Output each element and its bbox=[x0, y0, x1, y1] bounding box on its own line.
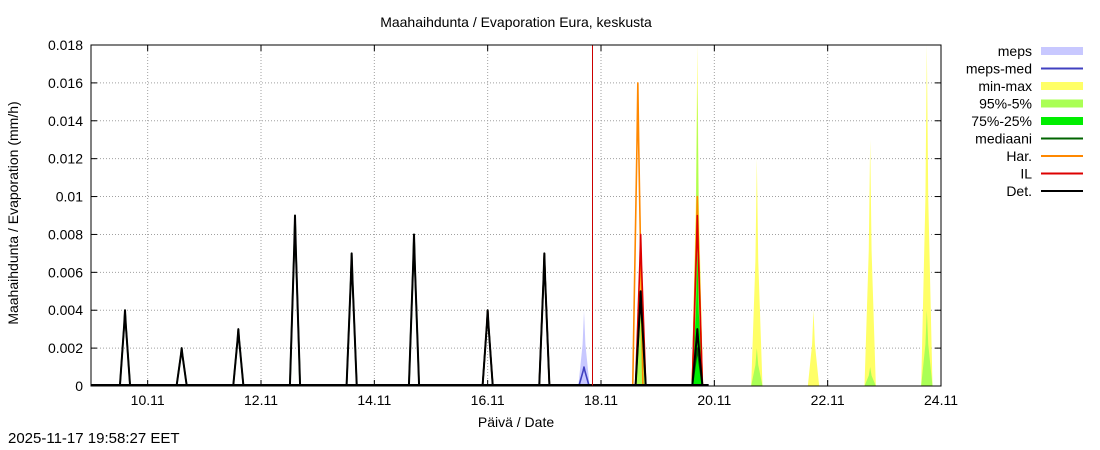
y-tick-label-8: 0.016 bbox=[48, 75, 83, 91]
legend-label-4: 75%-25% bbox=[971, 113, 1032, 129]
line-det--peak-2 bbox=[232, 328, 245, 387]
legend-label-0: meps bbox=[998, 43, 1032, 59]
legend-swatch-3 bbox=[1041, 99, 1083, 108]
timestamp: 2025-11-17 19:58:27 EET bbox=[8, 430, 180, 447]
y-tick-label-0: 0 bbox=[75, 378, 83, 394]
plot-frame bbox=[90, 44, 942, 387]
band-series bbox=[578, 45, 933, 386]
y-tick-label-2: 0.004 bbox=[48, 302, 83, 318]
line-il-peak-3 bbox=[691, 214, 704, 387]
legend-label-3: 95%-5% bbox=[979, 96, 1032, 112]
x-axis-ticks: 10.11 12.11 14.11 16.11 18.11 20.11 22.11 24.11 bbox=[131, 45, 958, 408]
x-tick-label-1: 12.11 bbox=[244, 392, 278, 408]
line-det--peak-8 bbox=[634, 290, 647, 387]
band-min-max-peak-5 bbox=[921, 45, 933, 386]
line-meps-med-peak-0 bbox=[578, 366, 590, 387]
band-meps-peak-0 bbox=[578, 310, 590, 386]
y-tick-label-7: 0.014 bbox=[48, 113, 83, 129]
line-det--peak-9 bbox=[691, 328, 704, 387]
y-tick-label-3: 0.006 bbox=[48, 264, 83, 280]
x-axis-label: Päivä / Date bbox=[478, 414, 554, 430]
x-tick-label-7: 24.11 bbox=[924, 392, 958, 408]
y-tick-label-6: 0.012 bbox=[48, 151, 83, 167]
line-det--peak-0 bbox=[118, 309, 132, 387]
line-det--peak-1 bbox=[175, 347, 188, 387]
legend-label-7: IL bbox=[1020, 166, 1032, 182]
line-il-peak-2 bbox=[634, 233, 647, 387]
band-min-max-peak-4 bbox=[864, 139, 876, 386]
x-tick-label-0: 10.11 bbox=[131, 392, 165, 408]
x-tick-label-2: 14.11 bbox=[357, 392, 391, 408]
x-tick-label-5: 20.11 bbox=[697, 392, 731, 408]
band-95-5--peak-3 bbox=[864, 367, 876, 386]
x-tick-label-4: 18.11 bbox=[584, 392, 618, 408]
y-tick-label-1: 0.002 bbox=[48, 340, 83, 356]
x-tick-label-6: 22.11 bbox=[811, 392, 845, 408]
legend-label-2: min-max bbox=[978, 78, 1032, 94]
legend-label-1: meps-med bbox=[966, 61, 1032, 77]
band-min-max-peak-3 bbox=[807, 310, 820, 386]
line-series bbox=[91, 82, 709, 387]
line-det--peak-5 bbox=[407, 233, 421, 387]
chart-title: Maahaihdunta / Evaporation Eura, keskust… bbox=[380, 14, 652, 30]
y-tick-label-4: 0.008 bbox=[48, 226, 83, 242]
band-95-5--peak-2 bbox=[751, 348, 763, 386]
legend-swatch-0 bbox=[1041, 47, 1083, 55]
band-95-5--peak-0 bbox=[635, 310, 647, 386]
y-tick-label-5: 0.01 bbox=[56, 189, 83, 205]
line-det--peak-4 bbox=[345, 252, 358, 387]
legend-label-5: mediaani bbox=[975, 131, 1032, 147]
line-det--peak-3 bbox=[288, 214, 302, 387]
y-axis-label: Maahaihdunta / Evaporation (mm/h) bbox=[5, 101, 21, 324]
legend-label-6: Har. bbox=[1006, 148, 1032, 164]
y-axis-ticks: 0 0.002 0.004 0.006 0.008 0.01 0.012 0.014 0.016… bbox=[48, 37, 941, 394]
line-det--peak-6 bbox=[481, 309, 494, 387]
x-tick-label-3: 16.11 bbox=[471, 392, 505, 408]
y-tick-label-9: 0.018 bbox=[48, 37, 83, 53]
legend-label-8: Det. bbox=[1006, 183, 1032, 199]
line-har--peak-0 bbox=[631, 82, 644, 387]
band-95-5--peak-4 bbox=[921, 310, 933, 386]
line-det--peak-7 bbox=[538, 252, 551, 387]
grid-lines bbox=[91, 45, 941, 386]
band-min-max-peak-2 bbox=[751, 158, 763, 386]
legend-swatch-4 bbox=[1041, 117, 1083, 125]
legend-swatch-2 bbox=[1041, 82, 1083, 90]
